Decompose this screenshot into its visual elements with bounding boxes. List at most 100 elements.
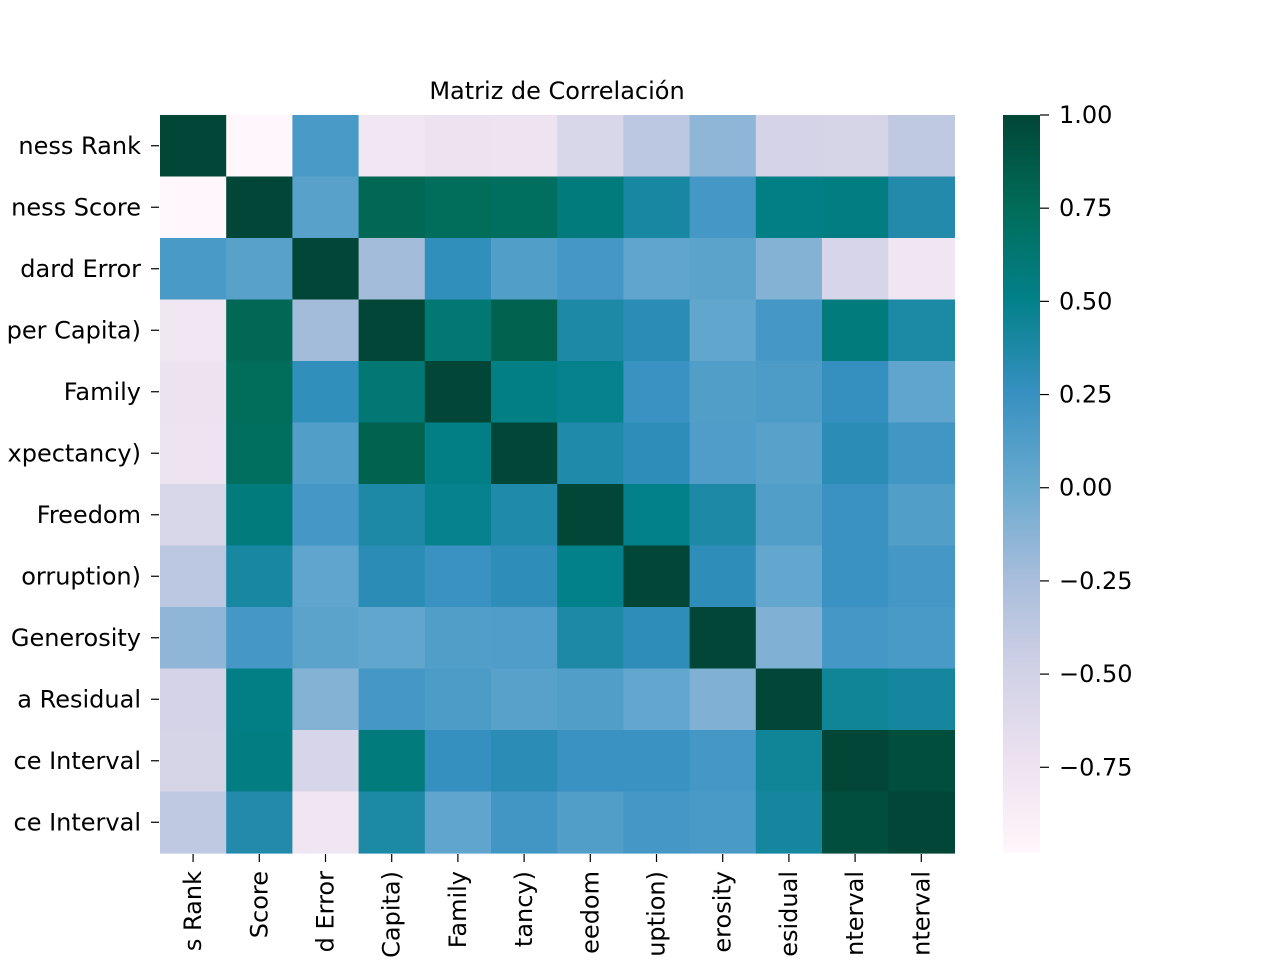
heatmap-cell <box>358 791 426 854</box>
column-label: uption) <box>643 871 671 957</box>
heatmap-cell <box>292 607 360 670</box>
heatmap-cell <box>623 422 691 485</box>
heatmap-cell <box>292 176 360 239</box>
heatmap-cell <box>755 668 823 731</box>
heatmap-cell <box>292 484 360 547</box>
heatmap-cell <box>689 607 757 670</box>
heatmap-cell <box>822 545 889 608</box>
row-label: ce Interval <box>14 747 142 775</box>
heatmap-cell <box>292 791 360 854</box>
heatmap-cell <box>160 791 227 854</box>
column-labels: s Rank Score d Error Capita) Family tancy) eed… <box>179 854 935 958</box>
heatmap-cell <box>491 361 558 424</box>
heatmap-cell <box>491 299 558 362</box>
heatmap-cell <box>623 545 691 608</box>
heatmap-cell <box>755 730 823 793</box>
heatmap-cell <box>689 668 757 731</box>
heatmap-cell <box>557 176 624 239</box>
heatmap-cell <box>557 607 624 670</box>
heatmap-cell <box>292 299 360 362</box>
heatmap-cell <box>358 176 426 239</box>
heatmap-cell <box>358 238 426 301</box>
heatmap-cell <box>358 422 426 485</box>
heatmap-cell <box>689 791 757 854</box>
heatmap-cell <box>888 791 955 854</box>
heatmap-cell <box>755 607 823 670</box>
heatmap-cell <box>689 361 757 424</box>
heatmap-cell <box>888 238 955 301</box>
heatmap-cell <box>160 361 227 424</box>
heatmap-cell <box>623 484 691 547</box>
colorbar-tick-label: 0.50 <box>1059 287 1112 315</box>
heatmap-cell <box>491 238 558 301</box>
heatmap-cell <box>623 730 691 793</box>
heatmap-cell <box>292 730 360 793</box>
heatmap-cell <box>822 299 889 362</box>
heatmap-cell <box>491 484 558 547</box>
heatmap-cell <box>160 484 227 547</box>
heatmap-cell <box>358 361 426 424</box>
heatmap-cell <box>358 730 426 793</box>
heatmap-cell <box>424 176 492 239</box>
column-label: tancy) <box>510 871 538 947</box>
heatmap-cell <box>160 238 227 301</box>
colorbar: 1.00 0.75 0.50 0.25 0.00 −0.25 −0.50 −0.75 <box>1003 101 1133 853</box>
heatmap-cell <box>491 607 558 670</box>
heatmap-cell <box>689 730 757 793</box>
heatmap-cell <box>557 545 624 608</box>
colorbar-tick-label: 0.00 <box>1059 474 1112 502</box>
heatmap-cell <box>226 299 293 362</box>
column-label: d Error <box>312 871 340 952</box>
heatmap-cell <box>755 176 823 239</box>
heatmap-cell <box>358 115 426 178</box>
column-label: erosity <box>709 871 737 953</box>
heatmap-cell <box>491 545 558 608</box>
heatmap-cell <box>557 238 624 301</box>
heatmap-cell <box>160 668 227 731</box>
heatmap-cell <box>888 545 955 608</box>
heatmap-cell <box>160 545 227 608</box>
heatmap-cell <box>689 545 757 608</box>
heatmap-cell <box>424 730 492 793</box>
row-label: per Capita) <box>7 316 141 344</box>
heatmap-cell <box>292 115 360 178</box>
heatmap-cell <box>292 361 360 424</box>
column-label: nterval <box>907 871 935 956</box>
heatmap-cell <box>491 422 558 485</box>
chart-title: Matriz de Correlación <box>429 77 684 105</box>
heatmap-cell <box>358 299 426 362</box>
heatmap-cell <box>755 115 823 178</box>
column-label: esidual <box>775 871 803 957</box>
heatmap-cell <box>689 238 757 301</box>
row-label: orruption) <box>21 562 141 590</box>
heatmap-cell <box>226 668 293 731</box>
heatmap-cell <box>755 299 823 362</box>
colorbar-gradient <box>1003 115 1040 853</box>
heatmap-cell <box>226 176 293 239</box>
heatmap-cell <box>888 668 955 731</box>
heatmap-cell <box>557 668 624 731</box>
heatmap-cell <box>755 361 823 424</box>
heatmap-cell <box>888 361 955 424</box>
colorbar-tick-label: −0.75 <box>1059 753 1133 781</box>
heatmap-cell <box>226 730 293 793</box>
heatmap-cell <box>292 422 360 485</box>
heatmap-cell <box>292 545 360 608</box>
colorbar-tick-label: −0.25 <box>1059 567 1133 595</box>
heatmap-cell <box>557 299 624 362</box>
heatmap-cell <box>623 299 691 362</box>
column-label: s Rank <box>179 871 207 951</box>
heatmap-cell <box>424 668 492 731</box>
heatmap-cell <box>358 484 426 547</box>
heatmap-cell <box>160 730 227 793</box>
heatmap-cells <box>160 115 955 854</box>
heatmap-cell <box>160 422 227 485</box>
heatmap-cell <box>689 484 757 547</box>
colorbar-tick-label: −0.50 <box>1059 660 1133 688</box>
heatmap-cell <box>755 545 823 608</box>
row-label: Generosity <box>11 624 141 652</box>
colorbar-tick-label: 0.25 <box>1059 381 1112 409</box>
heatmap-cell <box>424 299 492 362</box>
